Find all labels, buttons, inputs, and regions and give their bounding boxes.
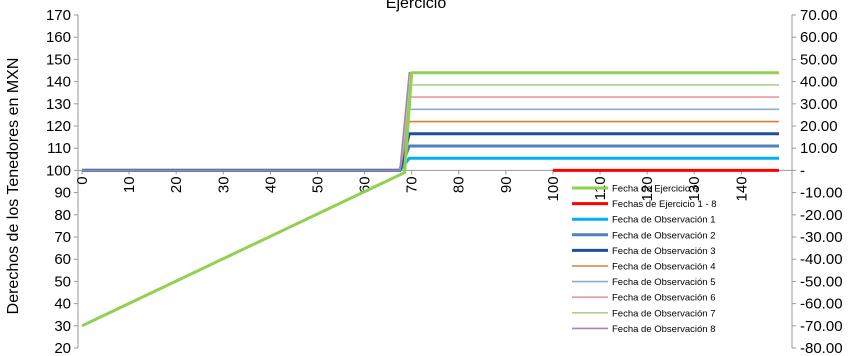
- x-tick-label: 10: [121, 176, 138, 193]
- y-left-tick-label: 110: [47, 140, 71, 157]
- y-left-tick-label: 120: [46, 118, 71, 135]
- y-right-tick-label: -10.00: [800, 185, 843, 202]
- x-tick-label: 20: [168, 176, 185, 193]
- y-left-tick-label: 60: [54, 251, 71, 268]
- y-left-tick-label: 150: [46, 51, 71, 68]
- y-right-tick-label: 40.00: [800, 74, 838, 91]
- series-line: [81, 71, 779, 328]
- series-layer: [81, 71, 779, 328]
- series-line: [82, 156, 779, 172]
- y-right-tick-label: -20.00: [800, 207, 843, 224]
- y-left-tick-label: 130: [46, 96, 71, 113]
- y-right-tick-label: 70.00: [800, 7, 838, 24]
- y-right-tick-label: -70.00: [800, 318, 843, 335]
- x-tick-label: 30: [215, 176, 232, 193]
- y-left-tick-label: 160: [46, 29, 71, 46]
- y-left-tick-label: 30: [54, 318, 71, 335]
- chart-title: Ejercicio: [386, 0, 447, 12]
- y-left-tick-label: 80: [54, 207, 71, 224]
- legend: Fecha de Ejercicio 9 Fechas de Ejercicio …: [572, 184, 717, 335]
- x-tick-label: 70: [404, 176, 421, 193]
- legend-label: Fecha de Observación 2: [612, 230, 716, 241]
- x-tick-label: 90: [498, 176, 515, 193]
- x-tick-label: 0: [74, 176, 91, 184]
- axes: 2030405060708090100110120130140150160170…: [46, 7, 843, 356]
- x-tick-label: 100: [545, 176, 562, 201]
- x-tick-label: 120: [639, 176, 656, 201]
- legend-label: Fecha de Observación 1: [612, 215, 716, 226]
- legend-label: Fecha de Observación 5: [612, 277, 716, 288]
- y-left-tick-label: 90: [54, 185, 71, 202]
- y-right-tick-label: -60.00: [800, 296, 843, 313]
- y-left-tick-label: 170: [46, 7, 71, 24]
- y-right-tick-label: -: [800, 162, 805, 179]
- y-left-tick-label: 50: [54, 273, 71, 290]
- legend-label: Fecha de Observación 3: [612, 246, 716, 257]
- x-tick-label: 40: [262, 176, 279, 193]
- legend-label: Fecha de Observación 6: [612, 293, 716, 304]
- y-right-tick-label: 20.00: [800, 118, 838, 135]
- series-line: [82, 132, 779, 172]
- y-right-tick-label: 30.00: [800, 96, 838, 113]
- y-right-tick-label: -40.00: [800, 251, 843, 268]
- y-right-tick-label: 50.00: [800, 51, 838, 68]
- y-right-tick-label: 60.00: [800, 29, 838, 46]
- y-right-tick-label: -80.00: [800, 340, 843, 356]
- y-axis-label: Derechos de los Tenedores en MXN: [5, 58, 22, 315]
- legend-label: Fecha de Ejercicio 9: [612, 184, 698, 195]
- y-left-tick-label: 70: [54, 229, 71, 246]
- legend-label: Fechas de Ejercicio 1 - 8: [612, 199, 717, 210]
- x-tick-label: 50: [309, 176, 326, 193]
- legend-label: Fecha de Observación 8: [612, 324, 716, 335]
- y-left-tick-label: 100: [46, 162, 71, 179]
- x-tick-label: 140: [733, 176, 750, 201]
- x-tick-label: 130: [686, 176, 703, 201]
- legend-label: Fecha de Observación 7: [612, 308, 716, 319]
- legend-label: Fecha de Observación 4: [612, 262, 716, 273]
- y-left-tick-label: 140: [46, 74, 71, 91]
- y-right-tick-label: -50.00: [800, 273, 843, 290]
- y-right-tick-label: 10.00: [800, 140, 838, 157]
- y-right-tick-label: -30.00: [800, 229, 843, 246]
- series-line: [82, 108, 779, 172]
- y-left-tick-label: 20: [54, 340, 71, 356]
- x-tick-label: 80: [451, 176, 468, 193]
- y-left-tick-label: 40: [54, 296, 71, 313]
